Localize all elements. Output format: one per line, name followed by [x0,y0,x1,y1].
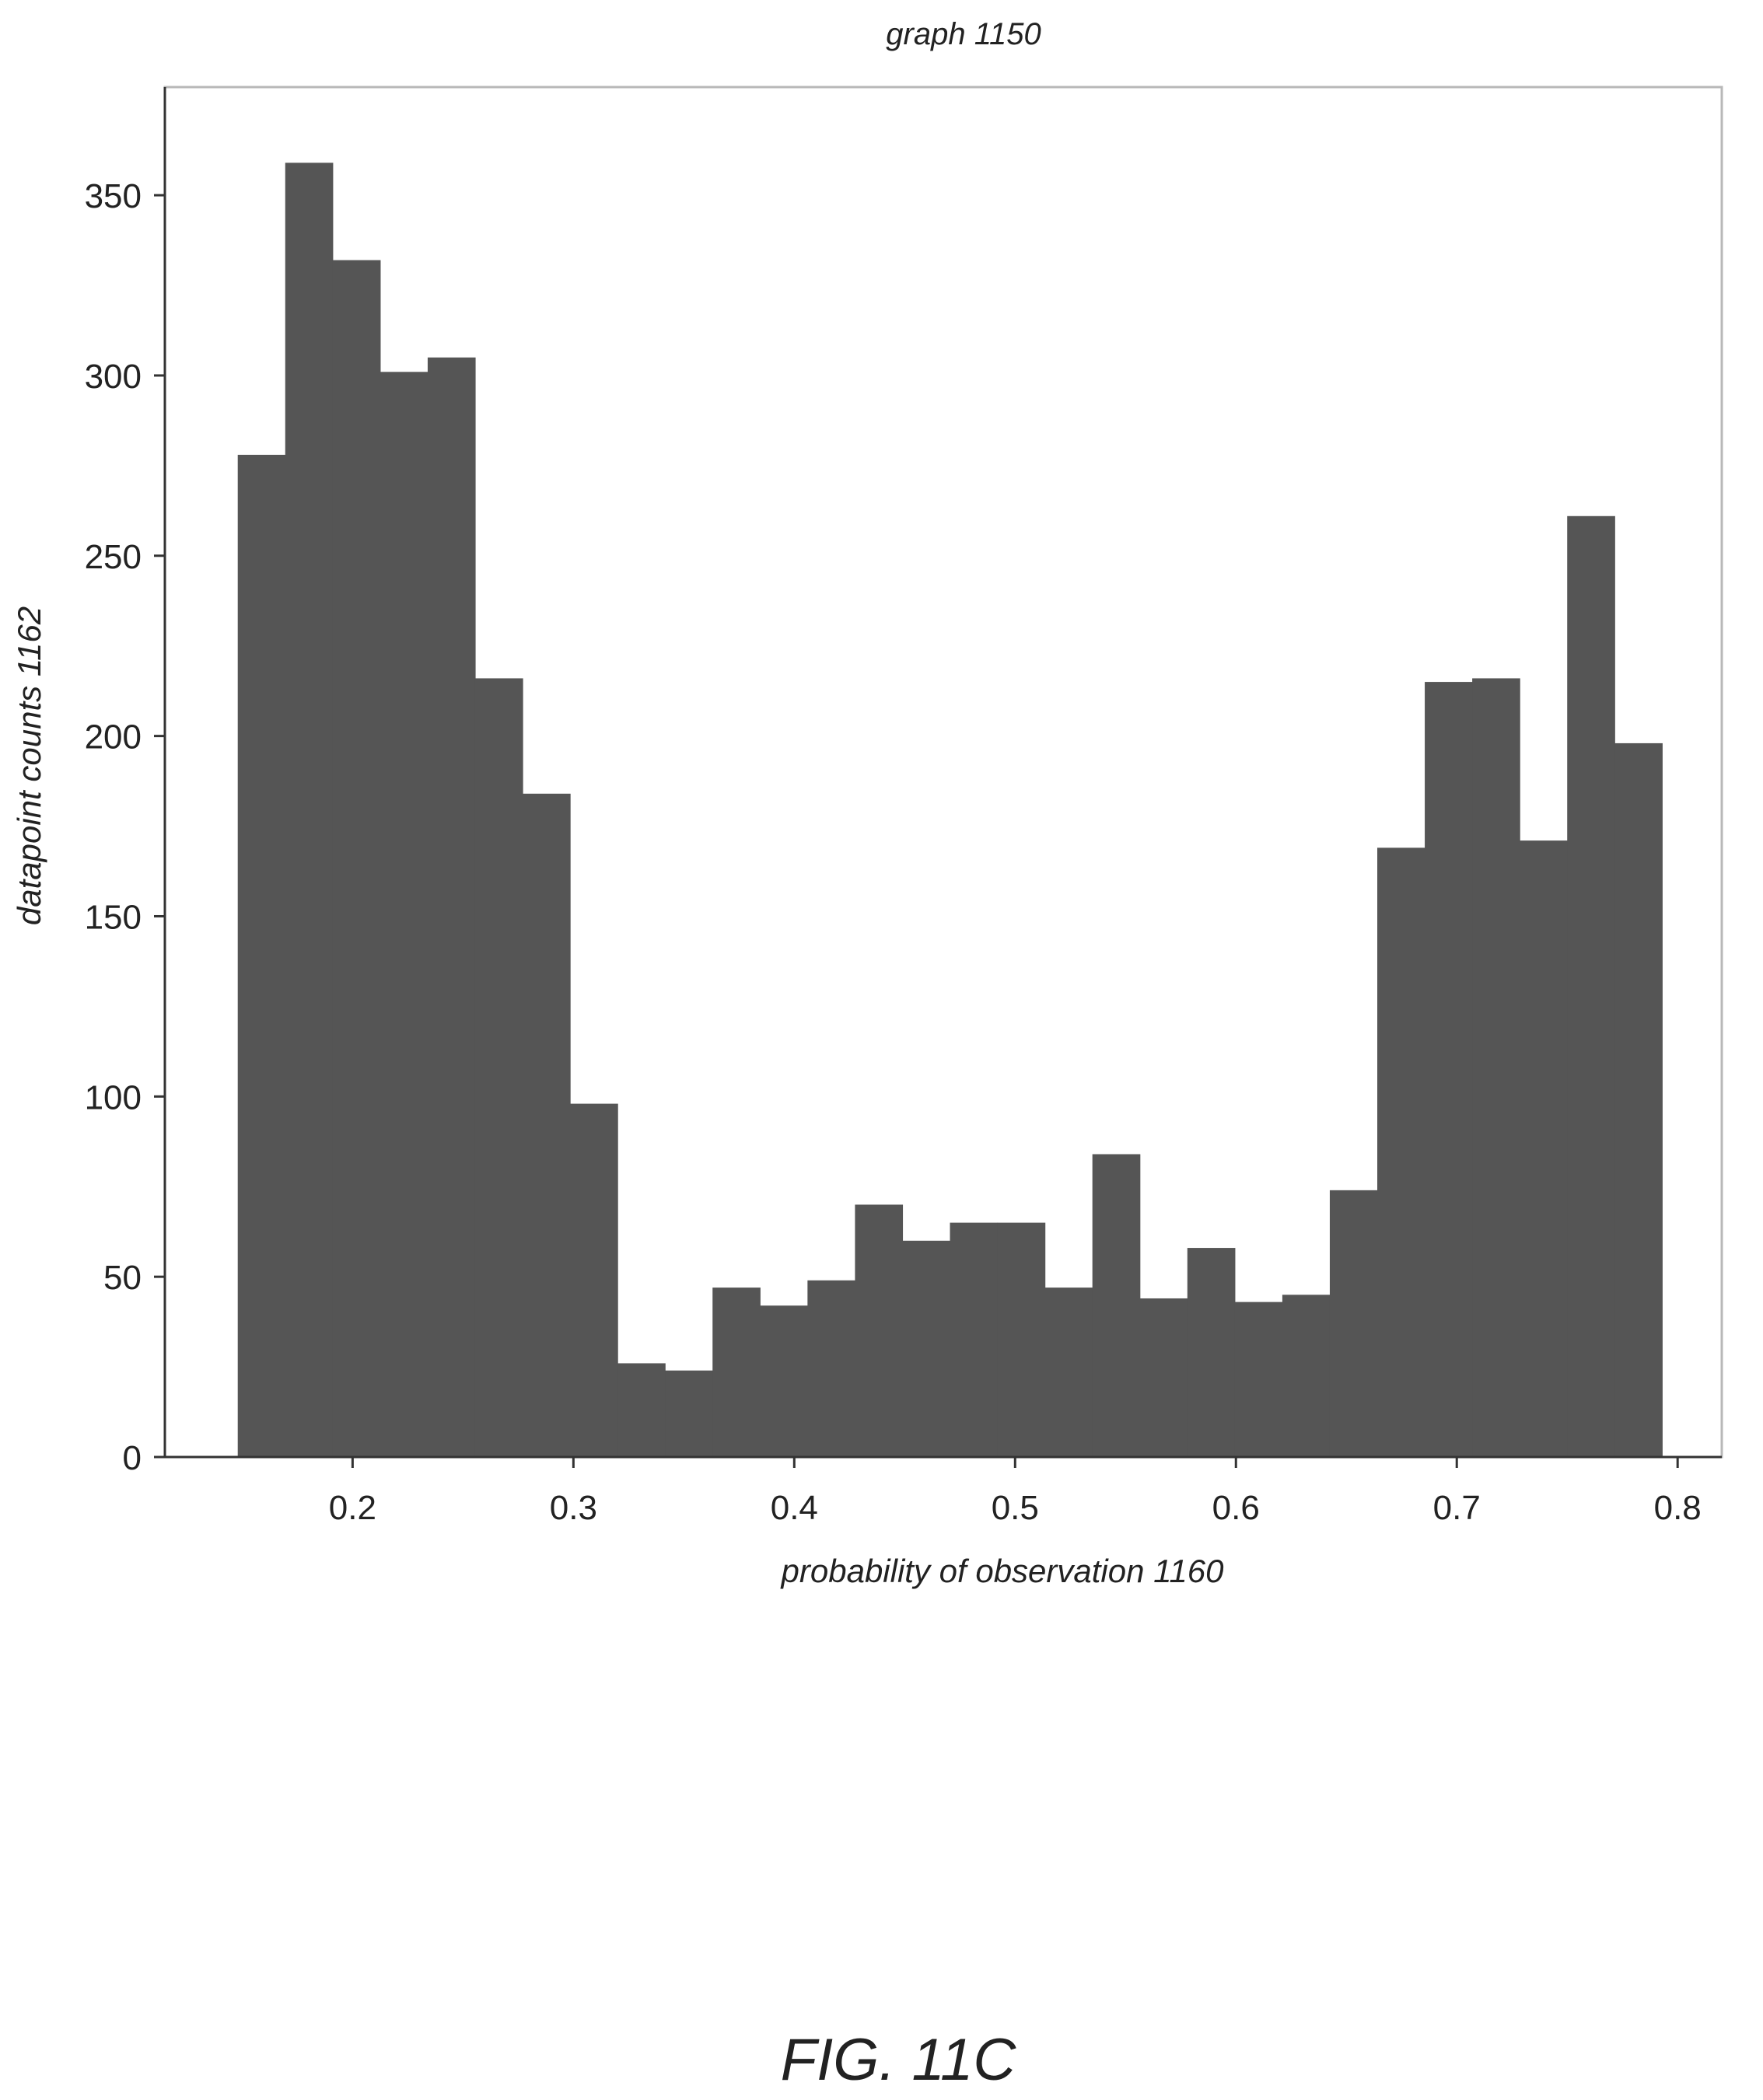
x-tick-label: 0.3 [550,1489,597,1527]
histogram-bar-24 [1329,1190,1378,1457]
histogram-bar-28 [1520,840,1568,1457]
x-axis-ticks: 0.2 0.3 0.4 0.5 0.6 0.7 0.8 [329,1457,1702,1527]
x-tick-label: 0.4 [771,1489,818,1527]
histogram-bar-23 [1282,1295,1331,1457]
histogram-bar-30 [1614,743,1663,1457]
histogram-bar-27 [1472,678,1520,1457]
histogram-bar-25 [1377,847,1425,1457]
y-tick-label: 150 [85,898,142,936]
histogram-bar-3 [332,260,381,1457]
histogram-bar-20 [1139,1298,1188,1457]
histogram-bar-11 [712,1288,761,1457]
y-tick-label: 100 [85,1078,142,1116]
y-tick-label: 50 [103,1259,142,1297]
y-axis-ticks: 0 50 100 150 200 250 300 350 [85,177,165,1477]
histogram-bar-13 [807,1280,856,1457]
histogram-bar-10 [665,1370,713,1457]
x-axis-label: probability of observation 1160 [780,1553,1225,1589]
histogram-bar-22 [1234,1302,1283,1457]
y-tick-label: 0 [123,1439,142,1477]
x-tick-label: 0.8 [1654,1489,1702,1527]
chart-title: graph 1150 [886,17,1041,51]
histogram-bar-1 [237,454,286,1458]
histogram-bar-7 [523,793,571,1457]
histogram-bar-29 [1567,515,1615,1457]
histogram-bar-6 [474,678,523,1457]
histogram-bar-17 [997,1222,1046,1457]
histogram-bars [237,162,1663,1458]
y-tick-label: 200 [85,718,142,756]
histogram-bar-18 [1044,1288,1093,1457]
histogram-bar-9 [617,1363,666,1457]
histogram-bar-21 [1187,1248,1236,1457]
x-tick-label: 0.7 [1433,1489,1481,1527]
y-axis-label: datapoint counts 1162 [11,606,47,925]
histogram-bar-5 [427,357,476,1457]
histogram-bar-26 [1425,682,1473,1457]
figure-caption: FIG. 11C [781,2027,1017,2093]
x-tick-label: 0.5 [992,1489,1039,1527]
histogram-bar-16 [950,1222,999,1457]
x-tick-label: 0.2 [329,1489,376,1527]
histogram-bar-19 [1092,1154,1141,1457]
y-tick-label: 300 [85,358,142,396]
x-tick-label: 0.6 [1212,1489,1260,1527]
histogram-bar-4 [380,372,429,1457]
histogram-bar-15 [902,1240,951,1457]
histogram-bar-14 [855,1204,904,1457]
histogram-bar-12 [760,1305,808,1457]
y-tick-label: 350 [85,177,142,215]
y-tick-label: 250 [85,538,142,576]
histogram-bar-8 [570,1103,618,1457]
histogram-bar-2 [285,162,334,1457]
